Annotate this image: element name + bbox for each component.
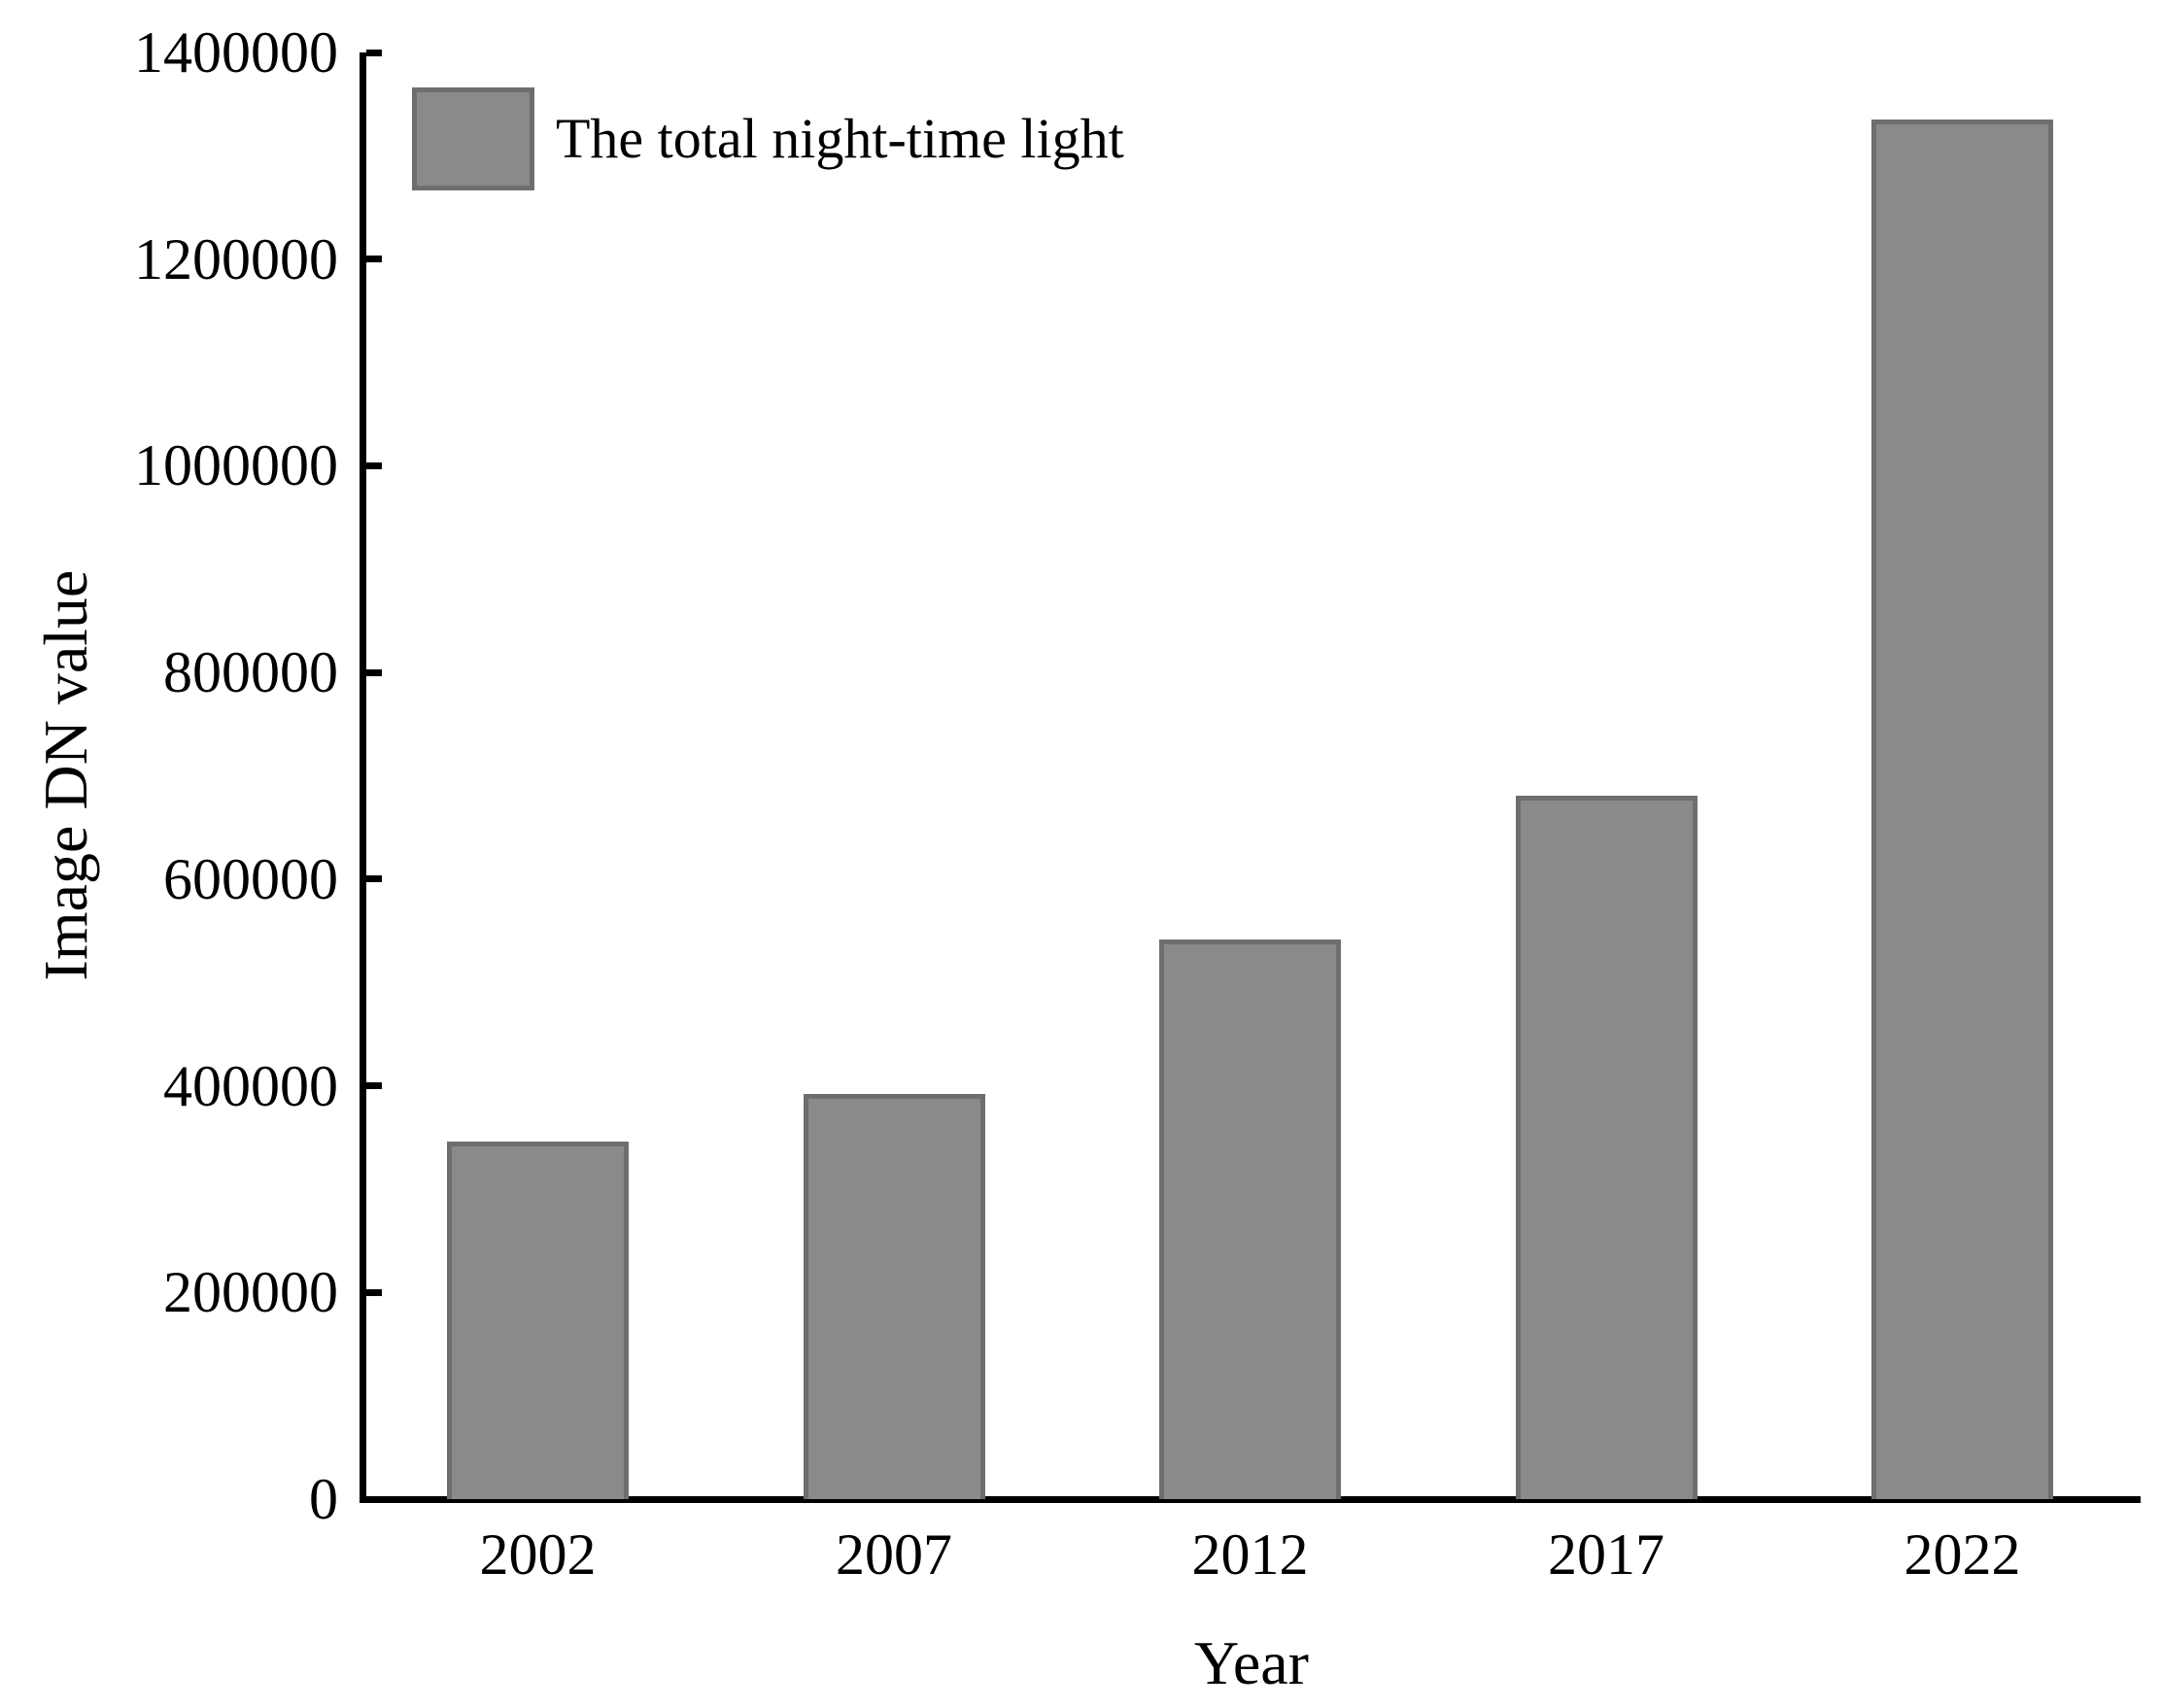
x-axis-title: Year — [1194, 1628, 1309, 1697]
y-tick — [365, 668, 382, 676]
bar-2017 — [1515, 795, 1698, 1499]
y-axis-line — [359, 52, 366, 1503]
bar-2007 — [803, 1094, 985, 1499]
legend-label: The total night-time light — [556, 107, 1124, 170]
y-tick-label: 1400000 — [134, 20, 338, 85]
y-tick — [365, 461, 382, 469]
x-tick-label: 2022 — [1904, 1522, 2021, 1587]
bar-2012 — [1159, 939, 1341, 1499]
y-tick-label: 600000 — [163, 846, 338, 911]
x-tick-label: 2012 — [1191, 1522, 1309, 1587]
y-tick-label: 0 — [309, 1467, 338, 1531]
y-tick-label: 1200000 — [134, 226, 338, 291]
y-tick-label: 800000 — [163, 640, 338, 705]
y-tick-label: 400000 — [163, 1053, 338, 1118]
bar-2002 — [447, 1142, 629, 1499]
y-tick-label: 1000000 — [134, 433, 338, 498]
y-tick — [365, 875, 382, 883]
y-tick — [365, 49, 382, 56]
y-tick — [365, 1288, 382, 1296]
x-tick-label: 2002 — [479, 1522, 597, 1587]
x-tick-label: 2007 — [836, 1522, 952, 1587]
x-tick-label: 2017 — [1548, 1522, 1664, 1587]
y-axis-title: Image DN value — [31, 569, 100, 981]
x-axis-line — [359, 1495, 2141, 1503]
y-tick-label: 200000 — [163, 1260, 338, 1325]
legend-color-swatch — [412, 87, 534, 190]
y-tick — [365, 1082, 382, 1090]
y-tick — [365, 256, 382, 263]
bar-2022 — [1871, 120, 2053, 1499]
